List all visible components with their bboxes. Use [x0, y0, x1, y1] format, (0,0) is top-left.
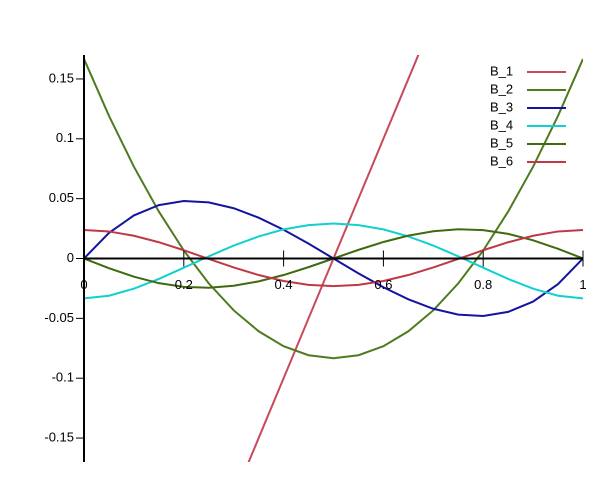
series-line [84, 222, 583, 300]
y-tick-label: 0 [67, 250, 74, 265]
x-tick-label: 0.2 [175, 277, 193, 292]
y-tick-label: -0.05 [44, 310, 74, 325]
y-tick-label: -0.1 [52, 370, 74, 385]
legend-label: B_5 [490, 135, 513, 150]
legend-label: B_3 [490, 99, 513, 114]
series-line [84, 229, 583, 288]
x-tick-label: 0.8 [474, 277, 492, 292]
legend-label: B_6 [490, 153, 513, 168]
y-tick-label: 0.1 [56, 130, 74, 145]
series-line [84, 58, 583, 360]
legend-label: B_1 [490, 63, 513, 78]
x-tick-label: 0 [80, 277, 87, 292]
legend-label: B_4 [490, 117, 513, 132]
y-tick-label: 0.05 [49, 190, 74, 205]
x-tick-label: 0.4 [275, 277, 293, 292]
x-tick-label: 1 [579, 277, 586, 292]
x-tick-label: 0.6 [374, 277, 392, 292]
y-tick-label: 0.15 [49, 70, 74, 85]
legend-label: B_2 [490, 81, 513, 96]
y-tick-label: -0.15 [44, 429, 74, 444]
